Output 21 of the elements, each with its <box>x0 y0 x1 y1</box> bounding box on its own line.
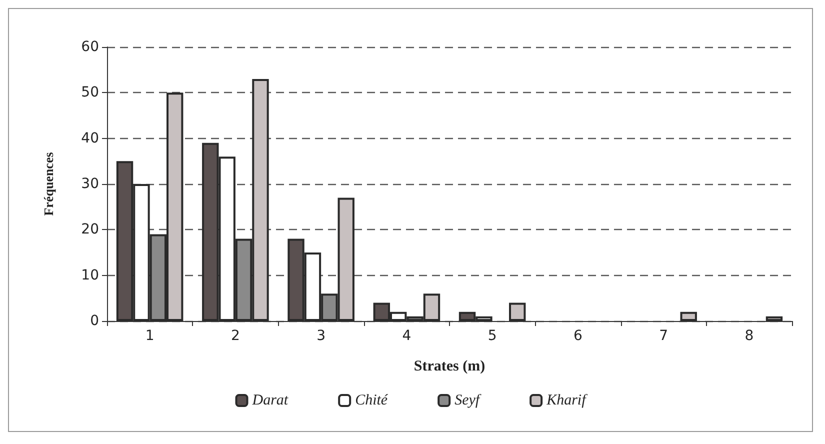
x-tick-label: 7 <box>659 328 668 344</box>
x-tick-label: 6 <box>573 328 582 344</box>
x-tick-label: 8 <box>744 328 754 344</box>
y-tick-label: 10 <box>81 267 99 284</box>
legend-label: Kharif <box>546 392 588 408</box>
x-tick-label: 2 <box>230 328 240 344</box>
x-tick-label: 3 <box>316 328 326 344</box>
y-tick-label: 60 <box>81 39 99 55</box>
y-tick-label: 20 <box>81 222 99 238</box>
x-tick-label: 1 <box>145 328 154 344</box>
legend-label: Darat <box>251 392 289 408</box>
y-tick-label: 50 <box>81 84 99 101</box>
y-tick-label: 0 <box>90 313 99 329</box>
x-tick-label: 4 <box>402 328 412 344</box>
legend-label: Chité <box>355 392 389 408</box>
x-tick-label: 5 <box>488 328 497 344</box>
x-axis-title: Strates (m) <box>414 358 486 374</box>
y-axis-title: Fréquences <box>41 152 56 216</box>
legend-label: Seyf <box>454 392 482 408</box>
y-tick-label: 40 <box>81 130 99 146</box>
y-tick-label: 30 <box>81 176 99 192</box>
